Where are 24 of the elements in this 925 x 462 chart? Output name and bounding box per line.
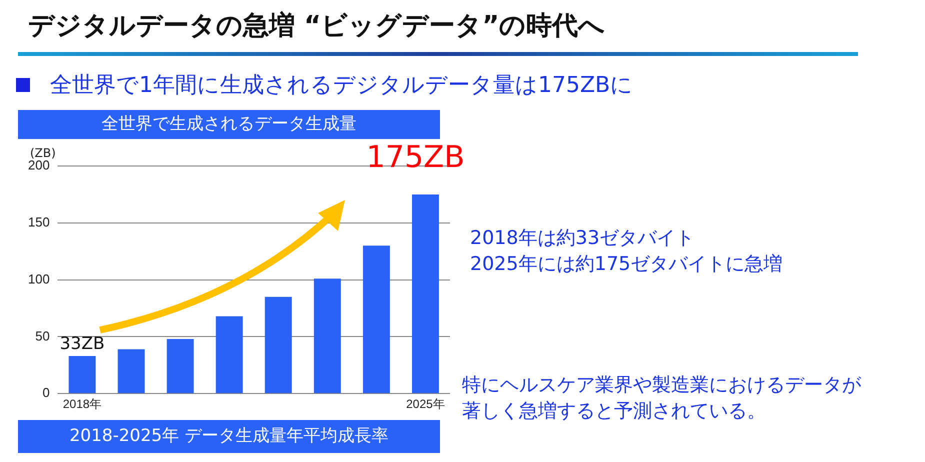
bar (412, 194, 439, 394)
y-tick-label: 100 (28, 271, 50, 286)
y-tick-label: 0 (42, 385, 50, 400)
text: 2018-2025年 データ生成量年平均成長率 (18, 420, 440, 453)
y-tick-label: 50 (35, 328, 50, 344)
bar (166, 338, 194, 394)
bar (118, 349, 145, 394)
y-axis-title: (ZB) (30, 146, 56, 160)
bar (314, 278, 341, 394)
bar (216, 316, 243, 394)
chart-title: デジタルデータの急増 “ビッグデータ”の時代へ (28, 10, 606, 43)
data-label: 33ZB (60, 334, 105, 354)
text: 特にヘルスケア業界や製造業におけるデータが著しく急増すると予測されている。 (462, 373, 862, 424)
data-label: 175ZB (366, 140, 465, 176)
x-tick-label: 2018年 (62, 397, 102, 412)
bar (362, 246, 390, 394)
bar (264, 296, 292, 394)
chart-subtitle: 全世界で1年間に生成されるデジタルデータ量は175ZBに (50, 72, 634, 100)
text: 2018年は約33ゼタバイト 2025年には約175ゼタバイトに急増 (470, 226, 783, 277)
y-tick-label: 200 (28, 158, 50, 173)
y-tick-label: 150 (28, 214, 50, 230)
bar (68, 356, 96, 394)
text: 全世界で生成されるデータ生成量 (18, 110, 440, 139)
x-tick-label: 2025年 (406, 397, 445, 412)
